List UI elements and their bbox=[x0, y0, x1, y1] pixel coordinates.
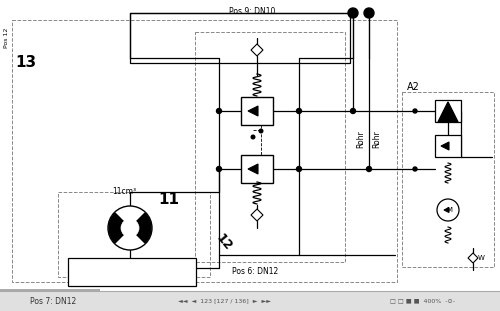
Text: M: M bbox=[446, 207, 452, 213]
Circle shape bbox=[296, 109, 302, 114]
Circle shape bbox=[296, 166, 302, 171]
Polygon shape bbox=[251, 209, 263, 221]
Wedge shape bbox=[109, 213, 130, 243]
Polygon shape bbox=[248, 106, 258, 116]
Text: 13: 13 bbox=[15, 55, 36, 70]
Bar bbox=[58, 192, 210, 277]
Bar bbox=[0, 291, 500, 311]
Circle shape bbox=[437, 199, 459, 221]
Circle shape bbox=[259, 129, 263, 133]
Text: W: W bbox=[478, 255, 485, 261]
Bar bbox=[241, 155, 273, 183]
Polygon shape bbox=[468, 253, 478, 263]
Text: □ □ ■ ■  400%  -⊙-: □ □ ■ ■ 400% -⊙- bbox=[390, 299, 455, 304]
Bar bbox=[68, 258, 196, 286]
Circle shape bbox=[350, 109, 356, 114]
Polygon shape bbox=[248, 164, 258, 174]
Text: ◄◄  ◄  123 [127 / 136]  ►  ►►: ◄◄ ◄ 123 [127 / 136] ► ►► bbox=[178, 299, 271, 304]
Bar bbox=[0, 289, 100, 292]
Text: Pos 6: DN12: Pos 6: DN12 bbox=[232, 267, 278, 276]
Text: Rohr: Rohr bbox=[372, 130, 381, 148]
Bar bbox=[241, 97, 273, 125]
Circle shape bbox=[348, 8, 358, 18]
Bar bbox=[130, 13, 350, 63]
Text: Rohr: Rohr bbox=[356, 130, 365, 148]
Text: Pos 7: DN12: Pos 7: DN12 bbox=[30, 296, 76, 305]
Circle shape bbox=[413, 167, 417, 171]
Text: Pos 12: Pos 12 bbox=[4, 28, 9, 49]
Bar bbox=[402, 92, 494, 267]
Circle shape bbox=[216, 166, 222, 171]
Bar bbox=[435, 135, 461, 157]
Circle shape bbox=[364, 8, 374, 18]
Bar bbox=[435, 100, 461, 122]
Circle shape bbox=[366, 166, 372, 171]
Bar bbox=[12, 20, 397, 282]
Polygon shape bbox=[444, 207, 449, 212]
Text: 11: 11 bbox=[158, 193, 179, 207]
Wedge shape bbox=[130, 213, 151, 243]
Circle shape bbox=[413, 109, 417, 113]
Circle shape bbox=[251, 135, 255, 139]
Text: 11cm³: 11cm³ bbox=[112, 188, 136, 197]
Text: A2: A2 bbox=[407, 82, 420, 92]
Bar bbox=[195, 32, 345, 262]
Polygon shape bbox=[438, 102, 458, 122]
Circle shape bbox=[216, 109, 222, 114]
Text: 12: 12 bbox=[213, 231, 234, 253]
Polygon shape bbox=[251, 44, 263, 56]
Circle shape bbox=[108, 206, 152, 250]
Text: Pos 9: DN10: Pos 9: DN10 bbox=[229, 7, 275, 16]
Circle shape bbox=[121, 219, 139, 237]
Polygon shape bbox=[441, 142, 449, 150]
